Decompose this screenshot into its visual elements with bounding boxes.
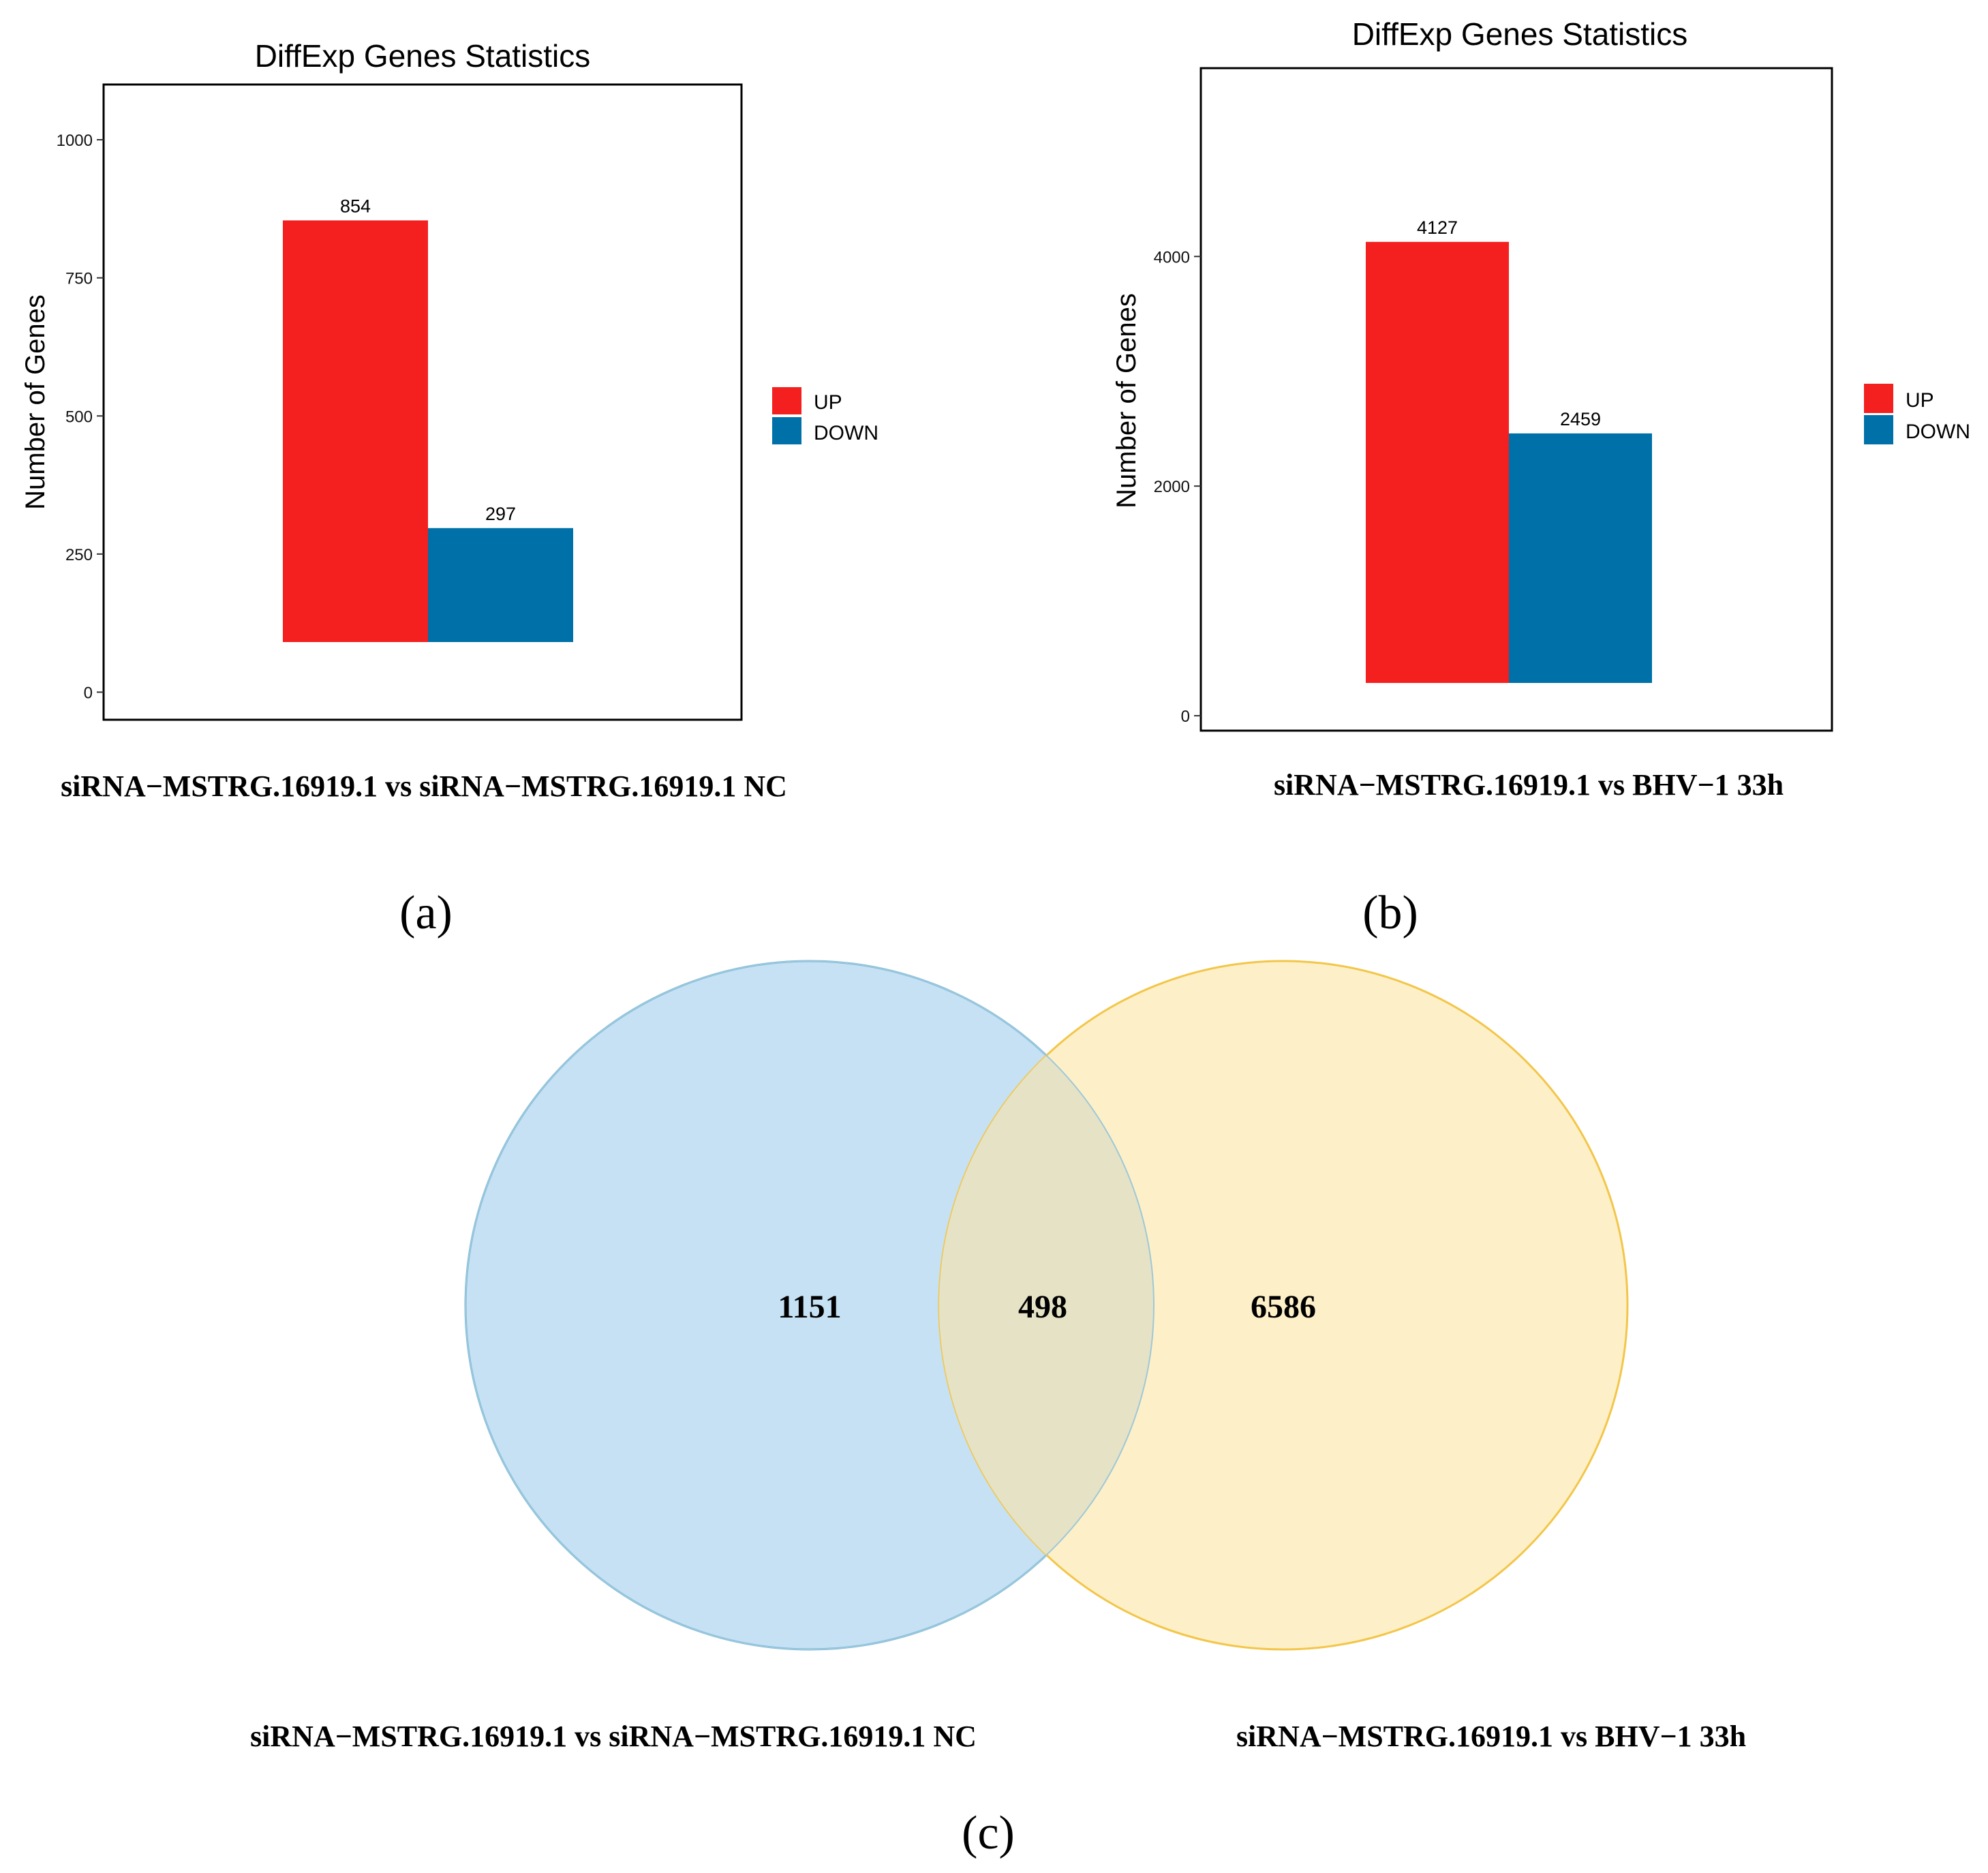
panel-a-bar-chart: DiffExp Genes Statistics Number of Genes… <box>20 38 878 939</box>
chart-a-bar-down <box>428 528 573 642</box>
chart-b-bar-down-value-label: 2459 <box>1560 409 1601 429</box>
legend-a-up-swatch <box>772 387 801 414</box>
panel-a-letter: (a) <box>399 887 453 939</box>
chart-a-bars: 854 297 <box>283 196 573 642</box>
chart-a-bar-up <box>283 220 428 642</box>
chart-a-y-tick-label: 250 <box>65 546 93 564</box>
venn-left-set-label: siRNA−MSTRG.16919.1 vs siRNA−MSTRG.16919… <box>250 1720 977 1753</box>
venn-right-set-label: siRNA−MSTRG.16919.1 vs BHV−1 33h <box>1236 1720 1746 1753</box>
chart-b-plot-frame <box>1199 67 1833 732</box>
chart-b-bar-down <box>1509 433 1652 683</box>
chart-a-y-tick-label: 750 <box>65 270 93 288</box>
venn-right-only-count: 6586 <box>1251 1289 1316 1325</box>
chart-b-bar-up-value-label: 4127 <box>1417 217 1458 238</box>
legend-b-up-swatch <box>1864 384 1893 413</box>
chart-a-legend: UP DOWN <box>772 387 878 444</box>
chart-a-y-tick-label: 0 <box>84 684 93 702</box>
legend-b-down-label: DOWN <box>1906 421 1970 443</box>
chart-b-y-axis-label: Number of Genes <box>1112 293 1142 508</box>
chart-b-y-tick-label: 2000 <box>1154 478 1190 496</box>
panel-c-venn-diagram: 1151 498 6586 siRNA−MSTRG.16919.1 vs siR… <box>250 960 1746 1859</box>
panel-b-letter: (b) <box>1362 887 1418 939</box>
chart-b-y-tick-label: 4000 <box>1154 248 1190 267</box>
panel-c-letter: (c) <box>962 1807 1015 1859</box>
legend-b-down-swatch <box>1864 415 1893 444</box>
chart-b-title: DiffExp Genes Statistics <box>1352 16 1688 52</box>
legend-a-down-label: DOWN <box>814 422 878 444</box>
chart-a-y-tick-label: 1000 <box>57 132 93 150</box>
chart-b-y-ticks: 0 2000 4000 <box>1154 248 1201 726</box>
chart-a-bar-up-value-label: 854 <box>340 196 371 216</box>
chart-b-bar-up <box>1366 241 1509 684</box>
panel-b-bar-chart: DiffExp Genes Statistics Number of Genes… <box>1112 16 1970 939</box>
legend-a-down-swatch <box>772 417 801 444</box>
chart-b-bars: 4127 2459 <box>1366 217 1652 684</box>
legend-a-up-label: UP <box>814 391 842 414</box>
chart-a-y-ticks: 0 250 500 750 1000 <box>57 132 104 702</box>
chart-a-bar-down-value-label: 297 <box>485 504 516 524</box>
chart-a-y-axis-label: Number of Genes <box>20 294 50 510</box>
chart-a-title: DiffExp Genes Statistics <box>255 38 591 74</box>
panel-a-caption: siRNA−MSTRG.16919.1 vs siRNA−MSTRG.16919… <box>61 770 787 803</box>
chart-b-y-tick-label: 0 <box>1181 707 1190 726</box>
venn-intersection-count: 498 <box>1018 1289 1067 1325</box>
venn-left-outline <box>465 960 1154 1650</box>
venn-left-only-count: 1151 <box>778 1289 841 1325</box>
legend-b-up-label: UP <box>1906 389 1934 412</box>
panel-b-caption: siRNA−MSTRG.16919.1 vs BHV−1 33h <box>1274 768 1784 802</box>
chart-a-y-tick-label: 500 <box>65 408 93 426</box>
chart-a-plot-frame <box>102 83 743 721</box>
chart-b-legend: UP DOWN <box>1864 384 1970 444</box>
